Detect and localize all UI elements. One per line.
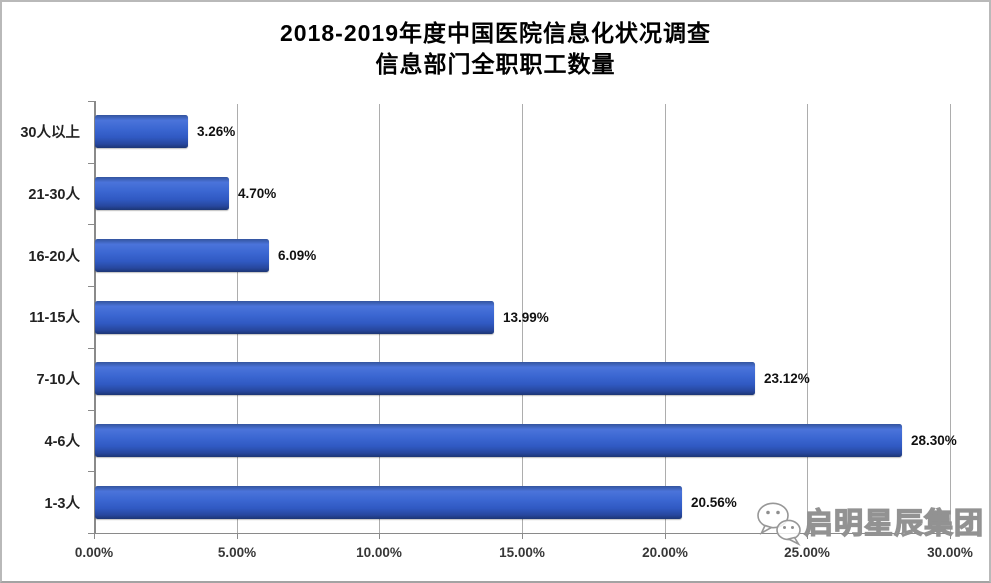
gridline: [665, 104, 666, 533]
plot-area: 0.00% 5.00% 10.00% 15.00% 20.00% 25.00% 30.00%…: [20, 101, 973, 560]
category-label: 30人以上: [20, 125, 80, 142]
x-axis-tick: [665, 533, 666, 539]
bar: [95, 362, 755, 396]
y-axis-tick: [88, 471, 94, 472]
chart-title: 2018-2019年度中国医院信息化状况调查 信息部门全职职工数量: [2, 18, 989, 80]
x-tick-label: 25.00%: [784, 545, 830, 560]
y-axis-tick: [88, 348, 94, 349]
x-tick-label: 5.00%: [217, 545, 257, 560]
category-label: 16-20人: [28, 248, 80, 265]
bar-value-label: 6.09%: [278, 247, 317, 263]
gridline: [522, 104, 523, 533]
chart-title-line1: 2018-2019年度中国医院信息化状况调查: [280, 20, 711, 46]
x-tick-label: 10.00%: [356, 545, 402, 560]
category-label: 4-6人: [44, 433, 80, 450]
bar-value-label: 28.30%: [911, 432, 957, 448]
category-label: 1-3人: [44, 495, 80, 512]
x-axis-tick: [237, 533, 238, 539]
x-axis-tick: [94, 533, 95, 539]
bar: [95, 177, 229, 211]
y-axis-tick: [88, 410, 94, 411]
x-tick-label: 20.00%: [642, 545, 688, 560]
y-axis-tick: [88, 286, 94, 287]
bar-value-label: 4.70%: [238, 186, 277, 202]
bar-value-label: 23.12%: [764, 371, 810, 387]
bar: [95, 238, 269, 272]
bar: [95, 115, 188, 149]
x-tick-label: 30.00%: [927, 545, 973, 560]
bar: [95, 300, 494, 334]
x-axis-tick: [807, 533, 808, 539]
category-label: 21-30人: [28, 187, 80, 204]
x-axis-tick: [950, 533, 951, 539]
bar: [95, 485, 682, 519]
bar-value-label: 20.56%: [691, 494, 737, 510]
bar-value-label: 13.99%: [503, 309, 549, 325]
x-tick-label: 15.00%: [499, 545, 545, 560]
x-axis-tick: [379, 533, 380, 539]
y-axis-tick: [88, 163, 94, 164]
gridline: [950, 104, 951, 533]
bar: [95, 423, 902, 457]
x-tick-label: 0.00%: [74, 545, 114, 560]
gridline: [807, 104, 808, 533]
category-label: 7-10人: [36, 372, 80, 389]
y-axis-tick: [88, 224, 94, 225]
x-axis: [94, 533, 950, 534]
y-axis-tick: [88, 533, 94, 534]
chart-title-line2: 信息部门全职职工数量: [375, 51, 616, 77]
y-axis-tick: [88, 101, 94, 102]
x-axis-tick: [522, 533, 523, 539]
category-label: 11-15人: [29, 310, 80, 327]
bar-value-label: 3.26%: [197, 124, 236, 140]
